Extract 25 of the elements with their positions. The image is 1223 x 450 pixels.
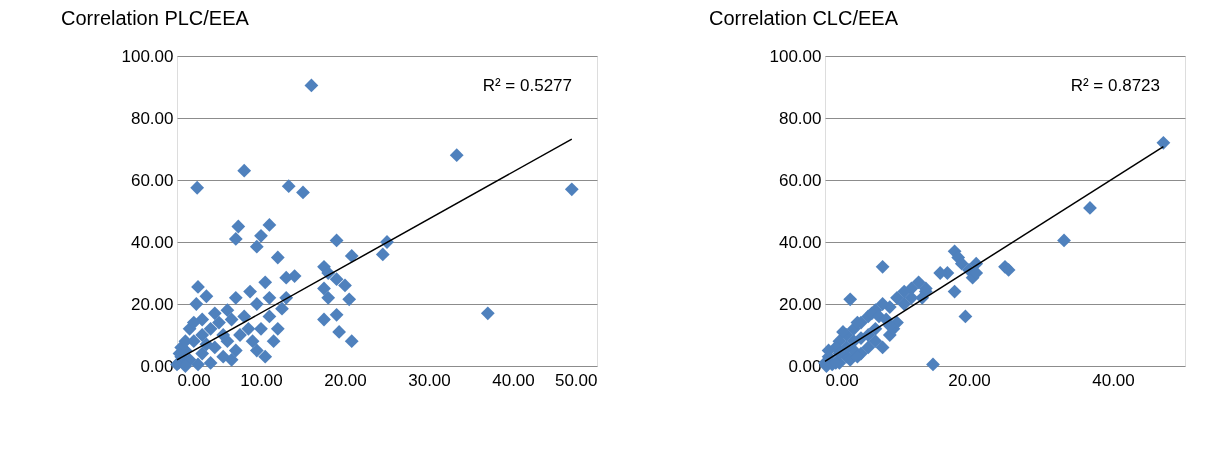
y-tick-label: 80.00 bbox=[778, 108, 822, 128]
y-tick-label: 20.00 bbox=[130, 294, 174, 314]
x-tick-label: 40.00 bbox=[492, 370, 535, 390]
x-tick-label: 0.00 bbox=[177, 370, 211, 390]
x-tick-label: 0.00 bbox=[825, 370, 859, 390]
y-tick-label: 40.00 bbox=[778, 232, 822, 252]
x-tick-label: 50.00 bbox=[554, 370, 598, 390]
x-tick-label: 20.00 bbox=[324, 370, 367, 390]
y-tick-label: 100.00 bbox=[769, 46, 822, 66]
chart-title: Correlation CLC/EEA bbox=[709, 7, 899, 29]
y-tick-label: 20.00 bbox=[778, 294, 822, 314]
y-tick-label: 40.00 bbox=[130, 232, 174, 252]
annotation: R² = 0.5277 bbox=[482, 76, 572, 95]
y-tick-label: 60.00 bbox=[778, 170, 822, 190]
x-tick-label: 20.00 bbox=[948, 370, 991, 390]
y-tick-label: 0.00 bbox=[140, 356, 174, 376]
chart-title: Correlation PLC/EEA bbox=[61, 7, 250, 29]
y-tick-label: 0.00 bbox=[788, 356, 822, 376]
y-tick-label: 80.00 bbox=[130, 108, 174, 128]
y-tick-label: 100.00 bbox=[121, 46, 174, 66]
x-tick-label: 40.00 bbox=[1092, 370, 1135, 390]
x-tick-label: 10.00 bbox=[240, 370, 283, 390]
annotation: R² = 0.8723 bbox=[1070, 76, 1160, 95]
y-tick-label: 60.00 bbox=[130, 170, 174, 190]
x-tick-label: 30.00 bbox=[408, 370, 451, 390]
